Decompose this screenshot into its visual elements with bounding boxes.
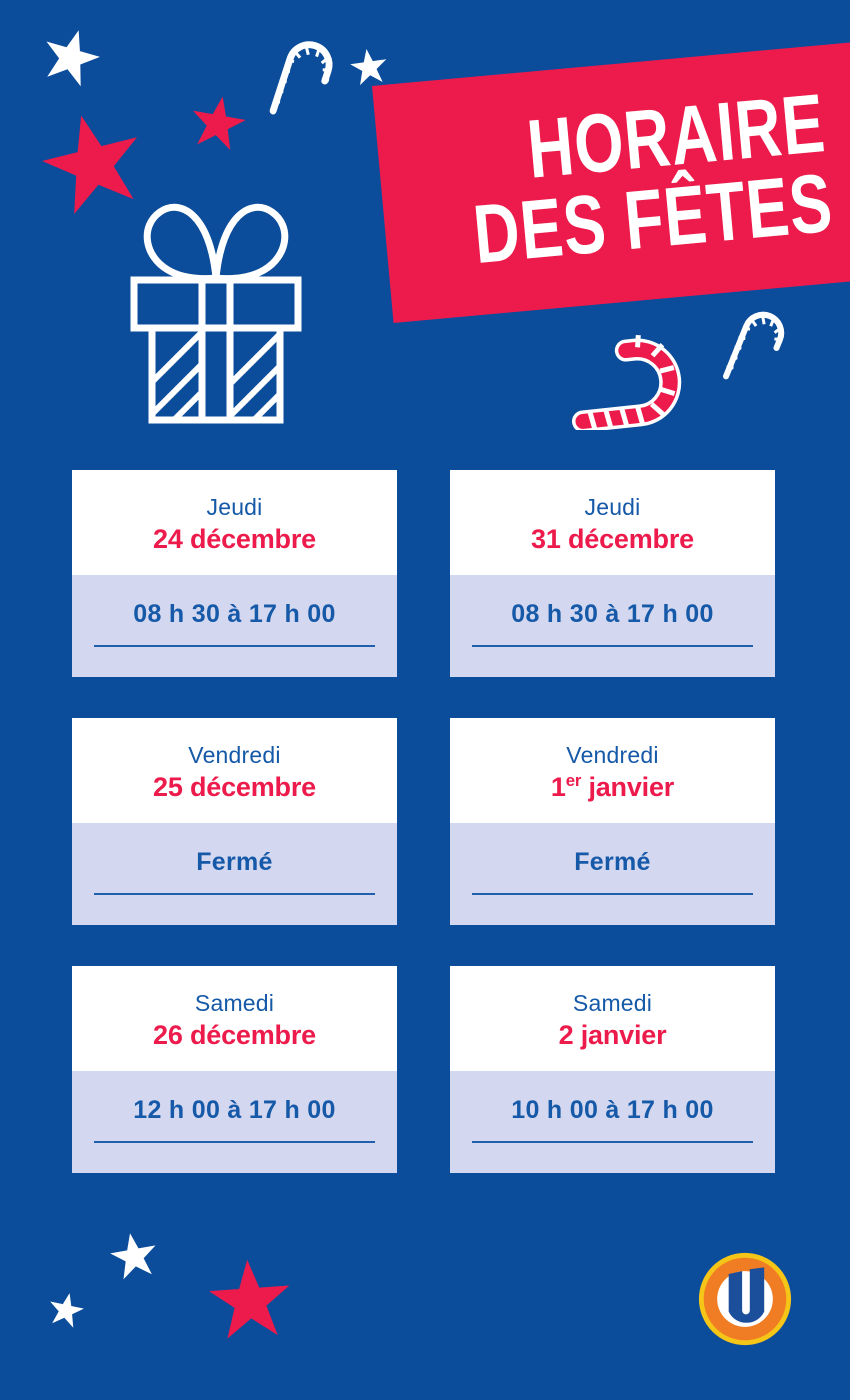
star-red-bottom-left-icon bbox=[208, 1259, 290, 1339]
card-hours-panel: 12 h 00 à 17 h 00 bbox=[72, 1071, 397, 1173]
star-red-large-top-left-icon bbox=[42, 115, 138, 214]
card-date-text: 24 décembre bbox=[153, 524, 316, 555]
card-hours-label: 08 h 30 à 17 h 00 bbox=[511, 600, 714, 629]
card-date-label: 1er janvier bbox=[460, 772, 765, 803]
card-underline bbox=[472, 892, 753, 895]
card-date-panel: Jeudi 31 décembre bbox=[450, 470, 775, 576]
schedule-card: Jeudi 31 décembre 08 h 30 à 17 h 00 bbox=[450, 470, 775, 677]
card-hours-panel: 10 h 00 à 17 h 00 bbox=[450, 1071, 775, 1173]
card-date-panel: Vendredi 1er janvier bbox=[450, 718, 775, 824]
schedule-cards: Jeudi 24 décembre 08 h 30 à 17 h 00 Jeud… bbox=[0, 470, 850, 1214]
card-date-text: 25 décembre bbox=[153, 772, 316, 803]
card-date-text: 2 janvier bbox=[558, 1020, 667, 1051]
card-underline bbox=[472, 1140, 753, 1143]
card-hours-label: 08 h 30 à 17 h 00 bbox=[133, 600, 336, 629]
card-day-label: Samedi bbox=[194, 990, 275, 1016]
card-hours-panel: 08 h 30 à 17 h 00 bbox=[72, 575, 397, 677]
card-hours-label: 12 h 00 à 17 h 00 bbox=[133, 1096, 336, 1125]
card-date-label: 31 décembre bbox=[460, 524, 765, 555]
card-underline bbox=[94, 892, 375, 895]
schedule-card: Jeudi 24 décembre 08 h 30 à 17 h 00 bbox=[72, 470, 397, 677]
card-date-text: janvier bbox=[581, 772, 675, 803]
card-day-label: Samedi bbox=[572, 990, 653, 1016]
schedule-card: Samedi 2 janvier 10 h 00 à 17 h 00 bbox=[450, 966, 775, 1173]
card-hours-panel: Fermé bbox=[450, 823, 775, 925]
card-date-panel: Vendredi 25 décembre bbox=[72, 718, 397, 824]
card-day-label: Jeudi bbox=[584, 494, 641, 520]
star-white-top-right-icon bbox=[350, 48, 387, 86]
card-date-label: 24 décembre bbox=[82, 524, 387, 555]
card-hours-panel: 08 h 30 à 17 h 00 bbox=[450, 575, 775, 677]
card-date-label: 25 décembre bbox=[82, 772, 387, 803]
star-white-top-left-icon bbox=[46, 30, 100, 86]
schedule-row-1: Jeudi 24 décembre 08 h 30 à 17 h 00 Jeud… bbox=[0, 470, 850, 718]
card-date-prefix: 1 bbox=[550, 772, 566, 803]
card-hours-label: Fermé bbox=[196, 848, 273, 877]
star-red-small-top-icon bbox=[192, 96, 246, 151]
card-date-text: 31 décembre bbox=[531, 524, 694, 555]
candy-cane-outline-right-icon bbox=[722, 311, 785, 380]
card-hours-label: 10 h 00 à 17 h 00 bbox=[511, 1096, 714, 1125]
uniprix-logo[interactable] bbox=[697, 1251, 793, 1347]
title-banner: HORAIRE DES FÊTES bbox=[372, 40, 850, 324]
schedule-row-3: Samedi 26 décembre 12 h 00 à 17 h 00 Sam… bbox=[0, 966, 850, 1214]
schedule-card: Vendredi 1er janvier Fermé bbox=[450, 718, 775, 925]
candy-cane-outline-top-icon bbox=[269, 41, 333, 115]
logo-letter-u bbox=[728, 1267, 765, 1323]
card-date-label: 26 décembre bbox=[82, 1020, 387, 1051]
card-date-panel: Samedi 2 janvier bbox=[450, 966, 775, 1072]
card-underline bbox=[94, 644, 375, 647]
card-day-label: Vendredi bbox=[188, 742, 281, 768]
card-date-panel: Samedi 26 décembre bbox=[72, 966, 397, 1072]
card-date-ordinal-suffix: er bbox=[565, 771, 582, 791]
star-white-bottom-left-small-icon bbox=[50, 1293, 84, 1328]
card-date-panel: Jeudi 24 décembre bbox=[72, 470, 397, 576]
card-date-label: 2 janvier bbox=[460, 1020, 765, 1051]
card-day-label: Jeudi bbox=[206, 494, 263, 520]
schedule-card: Vendredi 25 décembre Fermé bbox=[72, 718, 397, 925]
gift-box-icon bbox=[130, 203, 302, 424]
poster-title-line-2: DES FÊTES bbox=[469, 156, 837, 282]
star-white-bottom-left-icon bbox=[110, 1233, 156, 1280]
card-hours-panel: Fermé bbox=[72, 823, 397, 925]
candy-cane-red-icon bbox=[571, 334, 682, 430]
schedule-row-2: Vendredi 25 décembre Fermé Vendredi 1er … bbox=[0, 718, 850, 966]
card-hours-label: Fermé bbox=[574, 848, 651, 877]
card-underline bbox=[472, 644, 753, 647]
card-date-text: 26 décembre bbox=[153, 1020, 316, 1051]
card-day-label: Vendredi bbox=[566, 742, 659, 768]
card-underline bbox=[94, 1140, 375, 1143]
schedule-card: Samedi 26 décembre 12 h 00 à 17 h 00 bbox=[72, 966, 397, 1173]
